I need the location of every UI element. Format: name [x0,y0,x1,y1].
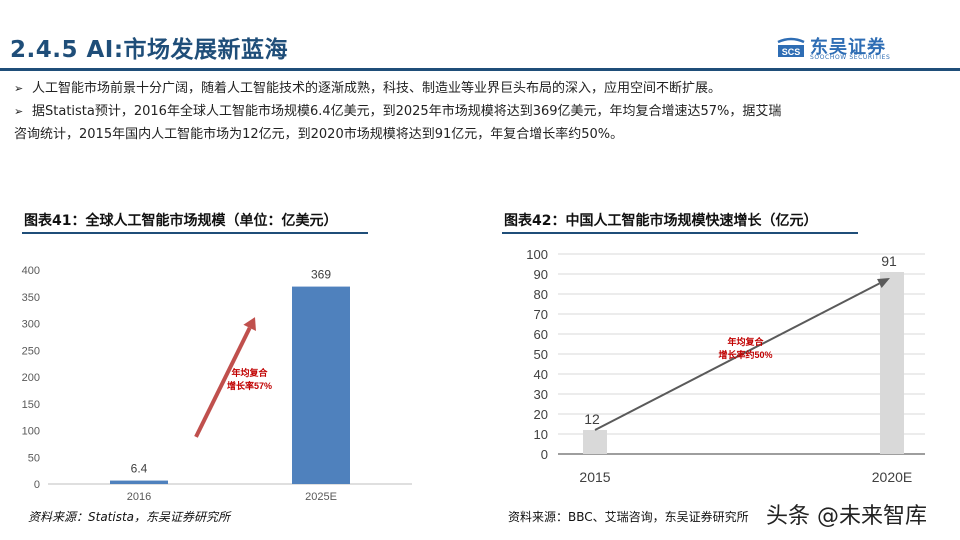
x-tick-label: 2016 [127,491,151,503]
y-tick-label: 350 [22,292,40,304]
y-tick-label: 80 [534,287,548,302]
y-tick-label: 150 [22,399,40,411]
global-ai-market-chart: 0 50 100 150 200 250 300 350 400 6.4 2016 369 2025E 年… [22,265,412,503]
trend-arrow-head [877,278,890,288]
trend-arrow-icon [594,278,890,431]
growth-arrow-icon [194,317,256,438]
y-tick-label: 90 [534,267,548,282]
left-chart-title-rule [22,232,368,234]
y-tick-label: 0 [541,447,548,462]
x-tick-label: 2015 [579,469,610,485]
x-tick-label: 2025E [305,491,337,503]
bullet-text: 人工智能市场前景十分广阔，随着人工智能技术的逐渐成熟，科技、制造业等业界巨头布局… [32,81,722,96]
left-chart-source: 资料来源：Statista，东吴证券研究所 [28,510,231,524]
logo-chinese-name: 东吴证券 [810,37,886,58]
page-title: 2.4.5 AI:市场发展新蓝海 [10,37,289,63]
x-tick-label: 2020E [872,469,912,485]
data-label: 369 [311,268,331,282]
y-tick-label: 0 [34,479,40,491]
y-tick-label: 100 [22,426,40,438]
y-tick-label: 70 [534,307,548,322]
bullet-arrow-icon: ➢ [14,82,24,95]
logo-mark-text: SCS [782,47,801,57]
y-tick-label: 300 [22,319,40,331]
growth-arrow-head [243,317,256,331]
bar [583,430,607,454]
growth-annotation: 年均复合 [727,336,764,347]
right-chart-title: 图表42：中国人工智能市场规模快速增长（亿元） [504,213,818,229]
bar [292,286,350,484]
growth-annotation: 年均复合 [231,367,268,378]
bullet-list: ➢ 人工智能市场前景十分广阔，随着人工智能技术的逐渐成熟，科技、制造业等业界巨头… [14,77,944,146]
bullet-text: 据Statista预计，2016年全球人工智能市场规模6.4亿美元，到2025年… [32,104,782,119]
data-label: 12 [584,411,600,427]
bullet-item-continuation: 咨询统计，2015年国内人工智能市场为12亿元，到2020市场规模将达到91亿元… [14,123,944,146]
y-tick-label: 40 [534,367,548,382]
bullet-arrow-icon: ➢ [14,105,24,118]
bar [110,480,168,484]
y-tick-label: 400 [22,265,40,277]
bar [880,272,904,454]
growth-arrow-shaft [194,326,252,438]
growth-annotation: 增长率约50% [718,349,772,360]
y-tick-label: 200 [22,372,40,384]
watermark: 头条 @未来智库 [766,504,927,529]
y-tick-label: 250 [22,345,40,357]
logo-mark-icon: SCS [777,37,805,57]
y-tick-label: 30 [534,387,548,402]
data-label: 6.4 [131,462,148,476]
y-tick-label: 20 [534,407,548,422]
growth-annotation: 增长率57% [227,380,272,391]
y-tick-label: 50 [534,347,548,362]
title-divider [0,68,960,71]
y-tick-label: 10 [534,427,548,442]
right-chart-title-rule [502,232,858,234]
trend-line [594,282,880,431]
company-logo: SCS 东吴证券 SOOCHOW SECURITIES [776,34,926,64]
right-chart-source: 资料来源：BBC、艾瑞咨询，东吴证券研究所 [508,510,749,524]
bullet-text: 咨询统计，2015年国内人工智能市场为12亿元，到2020市场规模将达到91亿元… [14,127,624,142]
y-tick-label: 100 [526,247,548,262]
left-chart-title: 图表41：全球人工智能市场规模（单位：亿美元） [24,213,338,229]
data-label: 91 [881,253,897,269]
y-tick-label: 50 [28,452,40,464]
logo-english-name: SOOCHOW SECURITIES [810,54,891,61]
bullet-item: ➢ 人工智能市场前景十分广阔，随着人工智能技术的逐渐成熟，科技、制造业等业界巨头… [14,77,944,100]
china-ai-market-chart: 0 10 20 30 40 50 60 70 80 90 100 12 2015 91 2020E 年均复合增… [526,247,925,485]
bullet-item: ➢ 据Statista预计，2016年全球人工智能市场规模6.4亿美元，到202… [14,100,944,123]
y-tick-label: 60 [534,327,548,342]
